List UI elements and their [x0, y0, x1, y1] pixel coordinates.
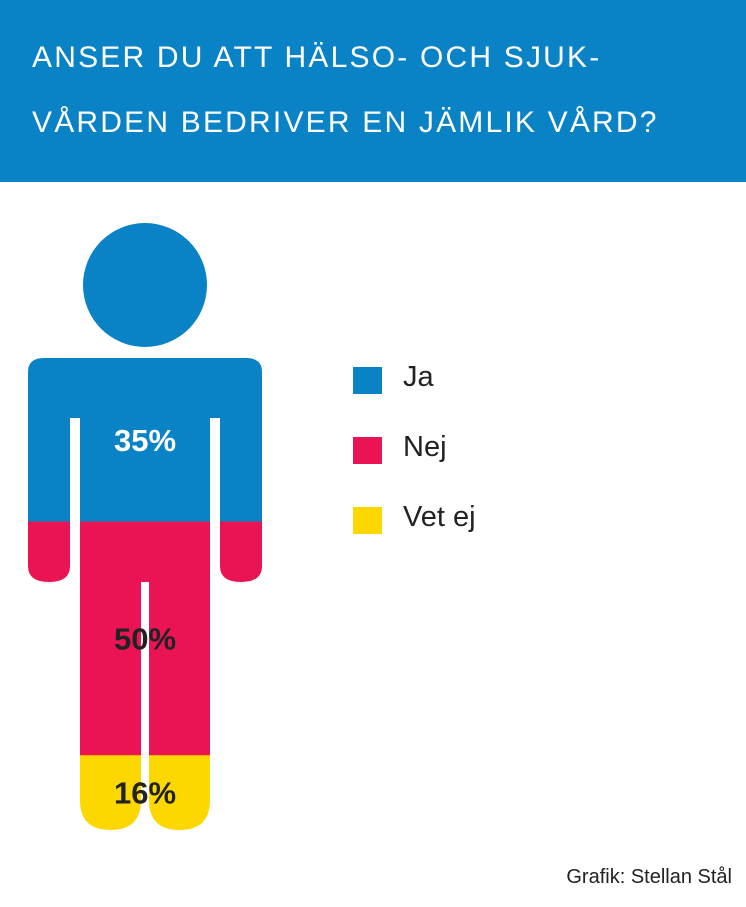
title-line-1: ANSER DU ATT HÄLSO- OCH SJUK-: [32, 41, 602, 74]
band-ja: [28, 358, 262, 523]
graphic-credit: Grafik: Stellan Stål: [566, 866, 732, 888]
value-label-ja: 35%: [114, 423, 176, 458]
head-shape: [83, 223, 207, 347]
title-banner: ANSER DU ATT HÄLSO- OCH SJUK- VÅRDEN BED…: [0, 0, 746, 182]
value-labels: 35% 50% 16%: [114, 423, 176, 811]
legend-swatch-ja: [353, 367, 382, 394]
legend-label-nej: Nej: [403, 431, 447, 463]
legend-swatch-vet-ej: [353, 507, 382, 534]
value-label-nej: 50%: [114, 621, 176, 656]
legend-label-ja: Ja: [403, 361, 434, 393]
value-label-vet-ej: 16%: [114, 776, 176, 811]
legend-swatch-nej: [353, 437, 382, 464]
title-line-2: VÅRDEN BEDRIVER EN JÄMLIK VÅRD?: [32, 106, 659, 139]
legend-label-vet-ej: Vet ej: [403, 501, 476, 533]
